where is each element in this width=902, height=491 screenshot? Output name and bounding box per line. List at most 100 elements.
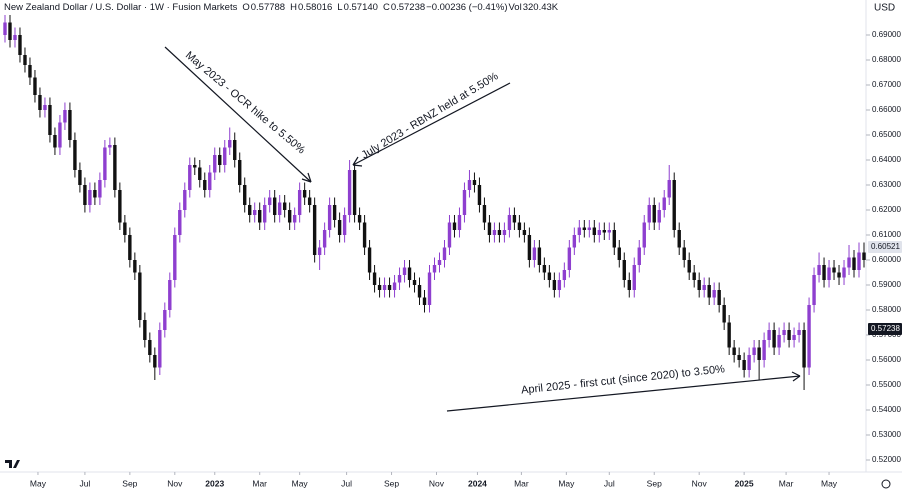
candle-body — [577, 227, 582, 235]
candle-body — [63, 110, 67, 123]
candle-body — [467, 180, 472, 190]
candle-body — [277, 202, 282, 215]
candle-body — [777, 335, 781, 348]
price-label: 0.60521 — [871, 242, 900, 251]
candle-body — [507, 215, 512, 230]
candle-body — [397, 275, 402, 283]
candle-body — [198, 167, 202, 180]
candle-body — [757, 347, 761, 360]
legend-item: 0.57238 — [391, 2, 425, 13]
candle-body — [427, 272, 432, 305]
legend-item: 0.58016 — [298, 2, 332, 13]
y-tick-label: 0.60000 — [872, 255, 901, 264]
candle-body — [253, 210, 257, 215]
candle-body — [238, 160, 242, 185]
candle-body — [557, 280, 562, 290]
candle-body — [103, 147, 107, 180]
candle-body — [572, 235, 577, 248]
candle-body — [13, 35, 17, 40]
y-tick-label: 0.54000 — [872, 405, 901, 414]
x-tick-label: Mar — [514, 478, 529, 488]
arrow — [352, 82, 511, 166]
candle-body — [138, 272, 142, 320]
candle-body — [382, 285, 387, 290]
candle-body — [517, 222, 522, 230]
x-tick-label: Nov — [429, 478, 445, 488]
candle-body — [432, 265, 437, 273]
candle-body — [98, 180, 102, 198]
candle-body — [407, 267, 412, 280]
candle-body — [133, 260, 137, 273]
candle-body — [722, 305, 726, 323]
candle-body — [332, 205, 337, 220]
candle-body — [667, 180, 671, 198]
candle-body — [43, 105, 47, 110]
legend-item: 0.57788 — [251, 2, 285, 13]
candle-body — [68, 110, 72, 140]
x-tick-label: Sep — [647, 478, 662, 488]
candle-body — [248, 205, 252, 215]
legend-items: O0.57788 H0.58016 L0.57140 C0.57238−0.00236… — [242, 2, 558, 13]
candle-body — [312, 205, 317, 255]
x-tick-label: May — [30, 478, 47, 488]
candle-body — [173, 235, 177, 280]
candle-body — [697, 280, 701, 290]
candle-body — [178, 210, 182, 235]
candle-body — [742, 360, 746, 370]
arrow-head — [352, 156, 363, 167]
candle-body — [58, 122, 62, 148]
y-tick-label: 0.68000 — [872, 55, 901, 64]
y-tick-label: 0.67000 — [872, 80, 901, 89]
price-label-box — [868, 240, 902, 253]
currency: USD — [874, 3, 895, 14]
candle-body — [802, 330, 806, 368]
candle-body — [622, 260, 626, 280]
candle-body — [258, 210, 262, 223]
candle-body — [38, 95, 42, 110]
candle-body — [652, 205, 656, 223]
candle-body — [33, 77, 37, 95]
candle-body — [8, 22, 12, 40]
candle-body — [482, 205, 487, 223]
candle-body — [677, 230, 681, 248]
candle-body — [437, 260, 442, 265]
candle-body — [587, 227, 592, 230]
candle-body — [233, 140, 237, 160]
x-tick-label: Jul — [79, 478, 90, 488]
candle-body — [727, 322, 731, 348]
candle-body — [387, 285, 392, 290]
candle-body — [462, 190, 467, 215]
legend-item: 0.57140 — [344, 2, 378, 13]
candle-body — [532, 247, 537, 260]
candle-body — [108, 145, 112, 148]
y-tick-label: 0.52000 — [872, 455, 901, 464]
candle-body — [267, 197, 272, 205]
candle-body — [342, 215, 347, 235]
candle-body — [487, 222, 492, 235]
settings-icon[interactable] — [881, 479, 891, 489]
y-tick-label: 0.66000 — [872, 105, 901, 114]
candle-body — [307, 197, 312, 205]
candle-body — [847, 257, 851, 268]
candle-body — [123, 222, 127, 235]
candle-body — [282, 202, 287, 210]
candle-body — [537, 247, 542, 265]
candle-body — [607, 230, 611, 233]
candle-body — [617, 247, 621, 260]
candle-body — [692, 272, 696, 280]
candle-body — [422, 297, 427, 305]
y-tick-label: 0.55000 — [872, 380, 901, 389]
candle-body — [647, 205, 651, 223]
candle-body — [163, 310, 167, 330]
tradingview-logo — [5, 460, 20, 468]
candle-body — [302, 190, 307, 198]
candle-body — [552, 280, 557, 290]
x-tick-label: Nov — [167, 478, 183, 488]
candle-body — [447, 222, 452, 248]
x-tick-label: May — [821, 478, 838, 488]
candle-body — [53, 135, 57, 148]
candle-body — [637, 247, 641, 265]
candle-body — [118, 190, 122, 223]
legend-item: H — [290, 2, 297, 13]
candle-body — [297, 190, 302, 215]
